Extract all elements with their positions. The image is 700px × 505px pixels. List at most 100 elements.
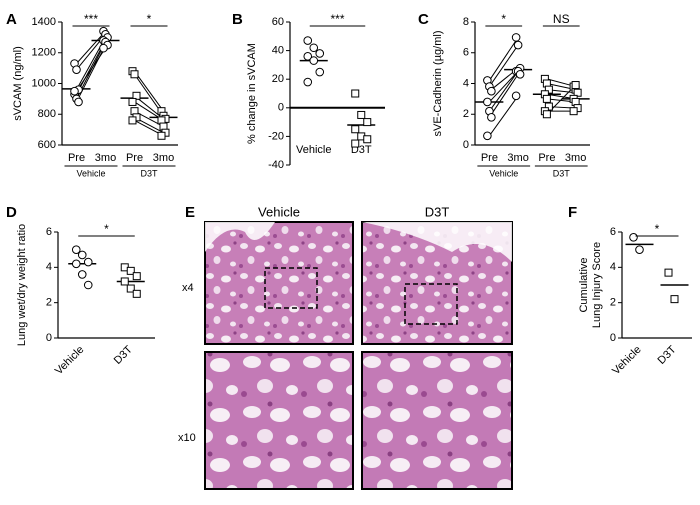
data-point: [71, 259, 81, 269]
data-point: [351, 139, 360, 148]
data-point: [569, 107, 578, 116]
pair-line: [488, 70, 519, 112]
data-point: [315, 49, 325, 58]
column-title: Vehicle: [258, 204, 300, 219]
y-axis-label: Lung wet/dry weight ratio: [16, 224, 28, 346]
y-tick-label: 0: [463, 139, 469, 151]
group-label: D3T: [140, 168, 158, 178]
data-point: [363, 135, 372, 144]
data-point: [120, 277, 129, 286]
data-point: [542, 94, 551, 103]
y-tick-label: 0: [610, 332, 616, 344]
y-tick-label: 4: [463, 77, 469, 89]
y-tick-label: 4: [46, 261, 52, 273]
data-point: [126, 284, 135, 293]
y-axis-label: Lung Injury Score: [591, 242, 603, 328]
y-tick-label: 1200: [32, 47, 56, 59]
data-point: [72, 65, 81, 74]
panel-letter: A: [6, 11, 17, 28]
data-point: [511, 91, 521, 101]
data-point: [71, 245, 81, 254]
x-tick-label: Pre: [68, 152, 85, 164]
significance-label: *: [104, 222, 109, 236]
pair-line: [489, 70, 519, 103]
data-point: [483, 131, 492, 141]
y-axis-label: Cumulative: [578, 257, 590, 312]
pair-line: [76, 47, 106, 92]
data-point: [303, 36, 313, 45]
data-point: [483, 97, 492, 107]
data-point: [132, 272, 141, 281]
panel-letter: F: [568, 204, 577, 221]
y-tick-label: 1000: [32, 77, 56, 89]
significance-label: *: [655, 222, 660, 236]
data-point: [132, 289, 141, 298]
x-tick-label: Vehicle: [296, 144, 331, 156]
data-point: [363, 118, 372, 127]
y-tick-label: 2: [610, 297, 616, 309]
x-tick-label: D3T: [112, 343, 135, 366]
data-point: [315, 67, 325, 77]
pair-line: [488, 73, 519, 118]
significance-label: *: [147, 12, 152, 26]
panel-letter: E: [185, 204, 195, 221]
data-point: [664, 268, 673, 277]
data-point: [157, 131, 166, 140]
data-point: [357, 110, 366, 119]
y-tick-label: -20: [268, 130, 284, 142]
significance-label: NS: [553, 12, 570, 26]
data-point: [513, 40, 523, 50]
data-point: [130, 70, 139, 79]
pair-line: [488, 37, 519, 81]
y-tick-label: -40: [268, 159, 284, 171]
pair-line: [134, 70, 164, 112]
x-tick-label: Pre: [481, 152, 498, 164]
data-point: [670, 295, 679, 304]
data-point: [77, 270, 87, 279]
data-point: [351, 89, 360, 98]
y-tick-label: 20: [272, 73, 284, 85]
x-tick-label: Pre: [126, 152, 143, 164]
y-tick-label: 60: [272, 16, 284, 28]
pair-line: [76, 44, 106, 103]
data-point: [635, 245, 644, 254]
y-tick-label: 4: [610, 261, 616, 273]
data-point: [303, 77, 313, 87]
data-point: [487, 113, 496, 122]
data-point: [629, 233, 638, 242]
micrograph: [204, 221, 354, 345]
zoom-box: [404, 283, 458, 325]
y-tick-label: 6: [463, 47, 469, 59]
significance-label: *: [501, 12, 506, 26]
data-point: [511, 33, 521, 42]
data-point: [99, 43, 108, 53]
panel-letter: D: [6, 204, 17, 221]
x-tick-label: Vehicle: [610, 344, 644, 378]
y-tick-label: 6: [46, 226, 52, 238]
y-axis-label: sVCAM (ng/ml): [12, 46, 24, 121]
data-point: [515, 69, 525, 79]
data-point: [128, 116, 137, 125]
significance-label: ***: [84, 12, 98, 26]
data-point: [542, 110, 551, 119]
y-tick-label: 40: [272, 45, 284, 57]
data-point: [303, 52, 313, 61]
x-tick-label: Pre: [538, 152, 555, 164]
background: [205, 222, 512, 262]
pair-line: [76, 30, 106, 64]
column-title: D3T: [425, 204, 450, 219]
pair-line: [488, 44, 519, 87]
data-point: [83, 280, 93, 290]
micrograph-panel: E Vehicle D3T x4 x10: [178, 204, 513, 490]
y-tick-label: 2: [46, 297, 52, 309]
zoom-box: [264, 267, 318, 309]
group-label: D3T: [553, 168, 571, 178]
micrograph: [204, 351, 354, 490]
x-tick-label: 3mo: [153, 152, 174, 164]
panel-letter: C: [418, 11, 429, 28]
data-point: [309, 43, 319, 53]
data-point: [571, 81, 580, 90]
y-tick-label: 2: [463, 108, 469, 120]
x-tick-label: 3mo: [507, 152, 528, 164]
